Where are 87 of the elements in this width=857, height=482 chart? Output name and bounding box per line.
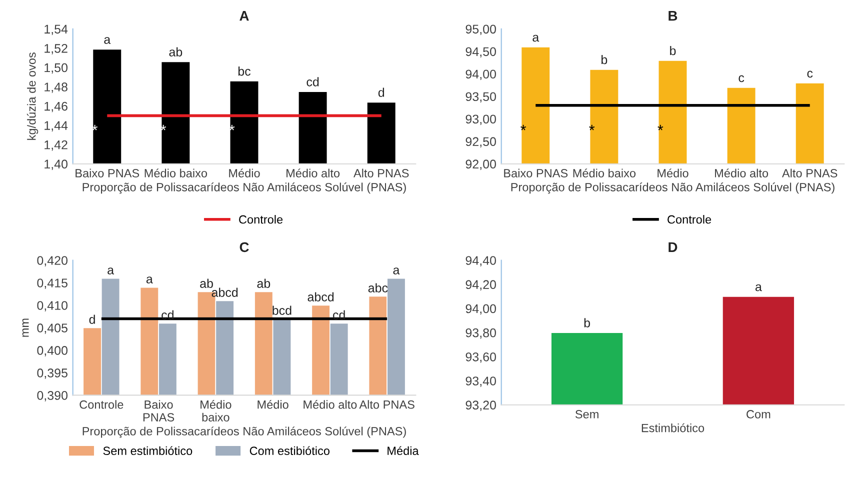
legend-label: Sem estimbiótico bbox=[103, 446, 192, 456]
x-tick-label: Baixo PNAS bbox=[76, 168, 140, 178]
x-tick-label: Alto PNAS bbox=[359, 400, 414, 409]
y-tick-label: 95,00 bbox=[466, 24, 496, 36]
x-tick-label: Médio alto bbox=[715, 168, 768, 178]
y-tick-label: 93,80 bbox=[466, 328, 496, 339]
y-tick-label: 1,44 bbox=[44, 121, 68, 132]
x-tick-label: Alto PNAS bbox=[354, 168, 409, 178]
x-axis-title: Proporção de Polissacarídeos Não Amiláceos Solúvel (PNAS) bbox=[511, 182, 834, 194]
data-label: a bbox=[532, 34, 540, 42]
data-label: bcd bbox=[272, 306, 292, 315]
data-label: a bbox=[108, 268, 114, 274]
y-tick-label: 94,20 bbox=[466, 280, 496, 291]
chart-title: A bbox=[240, 11, 249, 21]
y-tick-label: 0,410 bbox=[37, 301, 68, 312]
annotation: * bbox=[229, 124, 235, 130]
y-tick-label: 1,40 bbox=[44, 160, 68, 170]
legend-label: Com estibiótico bbox=[250, 446, 330, 456]
y-tick-label: 1,52 bbox=[44, 44, 68, 54]
data-label: a bbox=[756, 284, 762, 292]
y-tick-label: 93,50 bbox=[466, 92, 496, 103]
data-label: cd bbox=[306, 77, 319, 86]
data-label: a bbox=[104, 37, 111, 44]
x-tick-label: Médio baixo bbox=[573, 168, 636, 178]
data-label: bc bbox=[238, 66, 251, 76]
y-tick-label: 0,395 bbox=[37, 368, 68, 379]
x-tick-label: Médio baixo bbox=[144, 168, 208, 178]
y-tick-label: 1,54 bbox=[44, 24, 68, 36]
x-tick-label: Médio bbox=[258, 400, 288, 409]
y-tick-label: 93,20 bbox=[466, 400, 496, 412]
chart-title: D bbox=[668, 242, 678, 252]
legend-label: Controle bbox=[239, 214, 283, 224]
y-tick-label: 1,50 bbox=[44, 63, 68, 74]
chart-title: B bbox=[668, 11, 678, 21]
y-axis-title: mm bbox=[22, 318, 29, 337]
data-label: b bbox=[602, 54, 608, 64]
y-tick-label: 94,00 bbox=[466, 70, 496, 80]
data-label: c bbox=[738, 75, 744, 82]
data-label: d bbox=[378, 88, 384, 97]
data-label: ab bbox=[257, 278, 270, 288]
x-tick-label: Médio alto bbox=[286, 168, 340, 178]
x-tick-label: Médio baixo bbox=[200, 400, 232, 422]
y-tick-label: 1,48 bbox=[44, 82, 68, 93]
data-label: a bbox=[393, 268, 400, 274]
x-tick-label: Médio bbox=[658, 168, 688, 178]
y-tick-label: 1,46 bbox=[44, 102, 68, 112]
y-tick-label: 93,60 bbox=[466, 352, 496, 363]
x-tick-label: Baixo PNAS bbox=[143, 400, 174, 422]
y-tick-label: 94,50 bbox=[466, 47, 496, 58]
x-tick-label: Sem bbox=[575, 410, 598, 418]
y-tick-label: 0,400 bbox=[37, 346, 68, 356]
y-tick-label: 92,00 bbox=[466, 160, 496, 170]
x-tick-label: Com bbox=[746, 410, 770, 418]
data-label: abcd bbox=[212, 288, 238, 297]
y-tick-label: 94,00 bbox=[466, 304, 496, 315]
x-tick-label: Alto PNAS bbox=[782, 168, 838, 178]
x-tick-label: Médio alto bbox=[304, 400, 357, 409]
y-tick-label: 92,50 bbox=[466, 137, 496, 148]
x-axis-title: Proporção de Polissacarídeos Não Amiláceos Solúvel (PNAS) bbox=[82, 182, 406, 194]
y-tick-label: 0,390 bbox=[37, 391, 68, 402]
x-axis-title: Estimbiótico bbox=[642, 423, 704, 432]
y-tick-label: 93,00 bbox=[466, 114, 496, 126]
data-label: c bbox=[807, 70, 813, 78]
y-tick-label: 93,40 bbox=[466, 376, 496, 387]
data-label: ab bbox=[169, 47, 182, 56]
y-axis-title: kg/dúzia de ovos bbox=[26, 52, 38, 140]
legend-label: Média bbox=[388, 446, 419, 456]
data-label: d bbox=[89, 314, 95, 324]
legend-label: Controle bbox=[668, 214, 712, 224]
y-tick-label: 94,40 bbox=[466, 256, 496, 266]
data-label: b bbox=[584, 318, 590, 328]
chart-title: C bbox=[240, 242, 249, 252]
data-label: abcd bbox=[308, 292, 334, 302]
y-tick-label: 0,405 bbox=[37, 324, 68, 334]
data-label: abc bbox=[368, 283, 388, 292]
y-tick-label: 0,415 bbox=[37, 278, 68, 289]
data-label: cd bbox=[333, 310, 345, 320]
data-label: cd bbox=[162, 310, 174, 320]
x-axis-title: Proporção de Polissacarídeos Não Amiláceos Solúvel (PNAS) bbox=[82, 426, 406, 438]
y-tick-label: 0,420 bbox=[37, 256, 68, 266]
x-tick-label: Baixo PNAS bbox=[504, 168, 568, 178]
x-tick-label: Médio bbox=[229, 168, 260, 178]
x-tick-label: Controle bbox=[80, 400, 124, 409]
y-tick-label: 1,42 bbox=[44, 140, 68, 151]
data-label: a bbox=[146, 276, 153, 284]
data-label: b bbox=[670, 46, 676, 56]
data-label: ab bbox=[200, 278, 213, 288]
